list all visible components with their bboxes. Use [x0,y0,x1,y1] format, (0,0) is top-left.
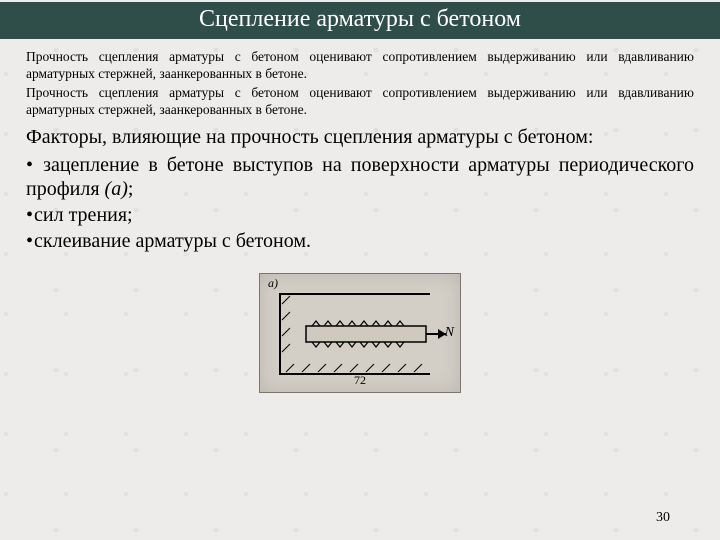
intro-paragraph-1: Прочность сцепления арматуры с бетоном о… [26,49,694,83]
intro-paragraph-2: Прочность сцепления арматуры с бетоном о… [26,85,694,119]
bullet-item-3: склеивание арматуры с бетоном. [26,229,694,253]
bullet-item-2: сил трения; [26,203,694,227]
page-number: 30 [656,510,670,526]
figure-container: а) [26,273,694,398]
slide-body: Прочность сцепления арматуры с бетоном о… [0,39,720,398]
figure-force-label: N [445,325,454,341]
bullet-1-tail: ; [128,178,134,200]
figure-caption-number: 72 [354,373,366,388]
slide-title: Сцепление арматуры с бетоном [0,2,720,39]
diagram-rebar-concrete: а) [259,273,461,393]
bullet-1-ref: (а) [105,178,128,200]
bullet-item-1: зацепление в бетоне выступов на поверхно… [26,153,694,201]
factors-heading: Факторы, влияющие на прочность сцепления… [26,125,694,149]
